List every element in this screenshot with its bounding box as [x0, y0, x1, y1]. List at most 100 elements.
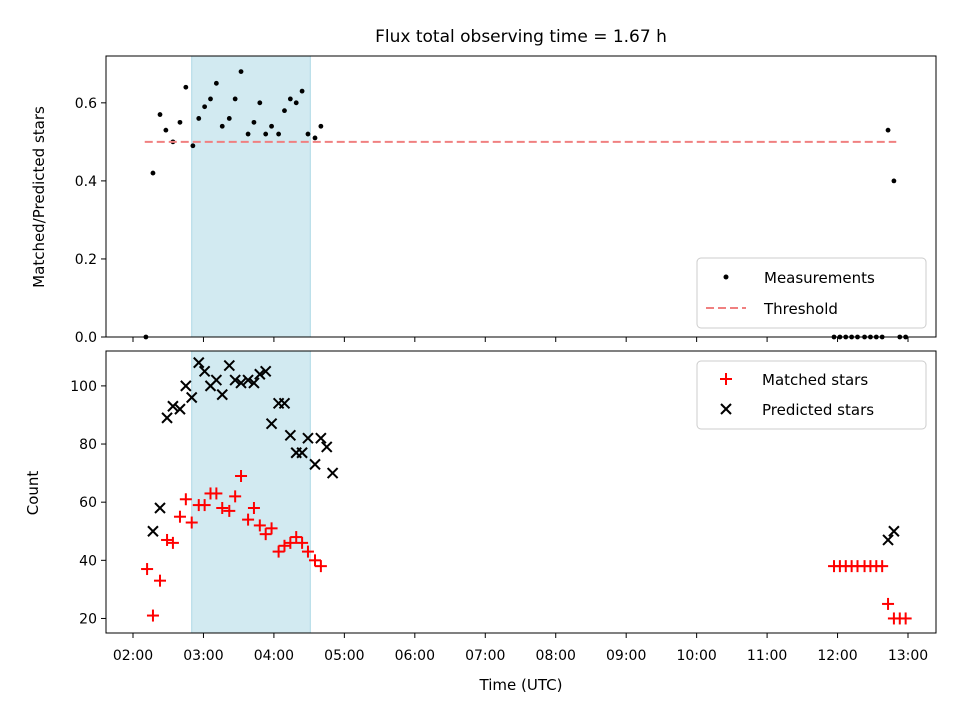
measurements-point: [257, 100, 263, 106]
measurements-point: [318, 123, 324, 129]
measurements-point: [208, 96, 213, 102]
top-panel: Flux total observing time = 1.67 h 0.0 0.…: [30, 27, 937, 346]
matched-stars-point: [242, 513, 255, 526]
x-tick-label: 04:00: [254, 648, 294, 664]
legend-marker-predicted-stars: [720, 403, 732, 415]
legend-marker-measurements: [723, 274, 729, 280]
top-shaded-span: [191, 55, 311, 338]
bottom-series-layer: [141, 356, 912, 625]
bottom-y-axis-label: Count: [24, 471, 42, 516]
x-tick-label: 11:00: [747, 648, 787, 664]
measurements-point: [213, 80, 219, 86]
matched-stars-point: [272, 545, 285, 558]
x-tick-label: 07:00: [465, 648, 505, 664]
top-y-tick-label: 0.6: [75, 96, 97, 112]
predicted-stars-point: [278, 397, 291, 410]
predicted-stars-point: [216, 388, 228, 401]
legend-label-threshold: Threshold: [763, 300, 838, 318]
matched-stars-point: [882, 597, 895, 610]
predicted-stars-point: [284, 429, 297, 442]
measurements-point: [305, 131, 311, 137]
matched-stars-point: [210, 487, 223, 500]
legend-marker-matched-stars: [720, 373, 732, 385]
bottom-legend: Matched stars Predicted stars: [696, 360, 927, 430]
matched-stars-point: [161, 533, 174, 546]
predicted-stars-point: [326, 467, 339, 479]
x-tick-label: 03:00: [183, 648, 223, 664]
measurements-point: [251, 119, 257, 125]
measurements-point: [190, 143, 196, 149]
x-tick-label: 09:00: [606, 648, 646, 664]
legend-label-measurements: Measurements: [764, 269, 875, 287]
measurements-point: [299, 88, 305, 94]
matched-stars-point: [314, 560, 327, 573]
predicted-stars-point: [180, 380, 192, 392]
matched-stars-point: [876, 560, 889, 573]
bottom-y-axis: 20 40 60 80 100: [70, 379, 106, 627]
measurements-point: [232, 96, 238, 102]
x-tick-label: 05:00: [324, 648, 364, 664]
predicted-stars-point: [321, 441, 333, 453]
legend-label-predicted-stars: Predicted stars: [762, 401, 874, 419]
measurements-point: [885, 127, 891, 133]
predicted-stars-point: [198, 365, 211, 378]
predicted-stars-point: [235, 377, 247, 389]
matched-stars-point: [259, 528, 272, 541]
measurements-point: [312, 135, 318, 141]
measurements-point: [891, 178, 897, 184]
predicted-stars-point: [154, 502, 166, 514]
matched-stars-point: [290, 531, 303, 544]
predicted-stars-point: [167, 400, 179, 412]
predicted-stars-point: [193, 356, 205, 369]
x-tick-label: 12:00: [817, 648, 857, 664]
bottom-y-tick-label: 80: [79, 437, 97, 453]
matched-stars-point: [179, 493, 192, 506]
top-axes-frame: [105, 55, 937, 338]
matched-stars-point: [216, 501, 229, 514]
matched-stars-point: [166, 536, 179, 549]
predicted-stars-point: [229, 374, 241, 386]
measurements-point: [150, 170, 156, 176]
chart-title: Flux total observing time = 1.67 h: [375, 27, 667, 47]
top-y-axis-label: Matched/Predicted stars: [30, 106, 48, 288]
top-x-ticks: [132, 337, 909, 342]
predicted-stars-point: [161, 412, 173, 424]
measurements-point: [263, 131, 269, 137]
predicted-stars-point: [248, 377, 260, 389]
measurements-point: [282, 108, 287, 114]
bottom-y-tick-label: 100: [70, 379, 97, 395]
measurements-point: [183, 84, 189, 90]
matched-stars-point: [301, 545, 314, 558]
predicted-stars-point: [254, 368, 266, 380]
matched-stars-point: [185, 516, 198, 529]
bottom-y-tick-label: 20: [79, 611, 97, 627]
measurements-point: [238, 69, 244, 75]
matched-stars-point: [899, 612, 912, 625]
bottom-x-axis: 02:00 03:00 04:00 05:00 06:00 07:00 08:00 09:00…: [113, 633, 928, 664]
predicted-stars-point: [147, 525, 159, 537]
x-axis-label: Time (UTC): [479, 676, 563, 694]
predicted-stars-point: [265, 417, 278, 430]
bottom-legend-box: [696, 360, 927, 430]
top-y-tick-label: 0.2: [75, 252, 97, 268]
matched-stars-point: [141, 563, 154, 576]
x-tick-label: 08:00: [536, 648, 576, 664]
measurements-point: [226, 116, 232, 121]
measurements-point: [157, 112, 163, 117]
matched-stars-point: [229, 490, 242, 503]
top-y-tick-label: 0.4: [75, 174, 97, 190]
measurements-point: [177, 119, 183, 125]
x-tick-label: 13:00: [888, 648, 928, 664]
matched-stars-point: [198, 499, 211, 512]
top-legend: Measurements Threshold: [696, 257, 927, 329]
bottom-y-tick-label: 60: [79, 495, 97, 511]
matched-stars-point: [284, 536, 297, 549]
top-observing-window-span: [191, 55, 311, 338]
measurements-point: [163, 127, 169, 133]
top-y-tick-label: 0.0: [75, 330, 97, 346]
bottom-panel: 20 40 60 80 100 02:00 03:00 04:00 05:00 06:00 07:…: [24, 350, 937, 694]
measurements-point: [269, 123, 274, 129]
measurements-point: [293, 100, 299, 106]
